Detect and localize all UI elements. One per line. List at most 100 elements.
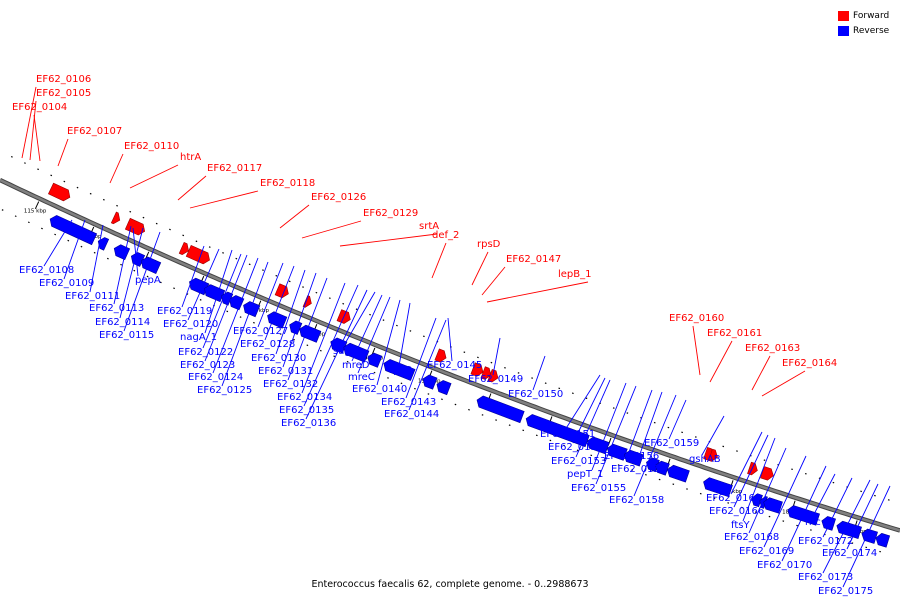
leader-line — [742, 437, 776, 522]
leader-line — [29, 100, 37, 161]
gene-label: EF62_0144 — [384, 409, 439, 420]
gene-label: EF62_0125 — [197, 385, 252, 396]
reverse-gene — [821, 516, 836, 531]
gene-label: EF62_0129 — [363, 208, 418, 219]
leader-line — [221, 261, 269, 387]
gene-label: EF62_0159 — [644, 438, 699, 449]
reverse-gene — [49, 215, 98, 246]
reverse-gene — [267, 311, 288, 329]
leader-line — [357, 296, 391, 374]
leader-line — [572, 377, 606, 444]
gene-label: EF62_0172 — [798, 536, 853, 547]
leader-line — [181, 245, 205, 308]
leader-line — [342, 291, 376, 348]
leader-line — [471, 251, 489, 286]
gene-label: EF62_0126 — [311, 192, 366, 203]
leader-line — [781, 465, 827, 562]
reverse-gene — [140, 256, 162, 274]
leader-line — [431, 242, 447, 279]
reverse-gene — [204, 284, 226, 303]
leader-line — [751, 355, 771, 391]
gene-label: EF62_0104 — [12, 102, 67, 113]
gene-label: rnc — [805, 517, 821, 528]
leader-line — [748, 447, 787, 534]
gene-label: EF62_0140 — [352, 384, 407, 395]
leader-line — [43, 219, 73, 267]
forward-gene — [48, 182, 71, 202]
gene-label: EF62_0117 — [207, 163, 262, 174]
tick-label: 115 kbp — [24, 208, 47, 214]
gene-label: rpsO — [389, 365, 413, 376]
gene-label: EF62_0109 — [39, 278, 94, 289]
gene-label: mreC — [348, 372, 375, 383]
gene-label: nagA_1 — [180, 332, 217, 343]
leader-line — [339, 233, 438, 247]
gene-label: EF62_0110 — [124, 141, 179, 152]
gene-label: EF62_0119 — [157, 306, 212, 317]
gene-label: EF62_0155 — [571, 483, 626, 494]
gene-label: EF62_0118 — [260, 178, 315, 189]
reverse-gene — [130, 252, 146, 267]
gene-label: EF62_0127 — [233, 326, 288, 337]
leader-line — [668, 399, 687, 440]
genome-caption: Enterococcus faecalis 62, complete genom… — [311, 579, 589, 590]
leader-line — [204, 254, 248, 362]
leader-line — [376, 299, 401, 386]
leader-line — [575, 379, 611, 458]
backbone-line — [0, 178, 900, 532]
leader-line — [822, 477, 853, 538]
forward-gene — [185, 245, 210, 265]
forward-gene — [708, 448, 718, 462]
leader-line — [628, 389, 653, 453]
leader-line — [264, 265, 295, 341]
leader-line — [187, 248, 220, 321]
leader-line — [189, 190, 259, 209]
gene-label: EF62_0164 — [782, 358, 837, 369]
leader-line — [123, 231, 161, 332]
gene-label: mreD — [342, 360, 370, 371]
leader-line — [119, 227, 144, 319]
forward-gene — [487, 369, 499, 383]
reverse-gene — [189, 277, 210, 296]
leader-line — [842, 485, 891, 588]
forward-gene — [760, 466, 774, 481]
reverse-gene — [229, 295, 245, 311]
gene-label: EF62_0143 — [381, 397, 436, 408]
leader-line — [212, 257, 259, 374]
gene-label: EF62_0108 — [19, 265, 74, 276]
gene-label: EF62_0120 — [163, 319, 218, 330]
reverse-gene — [667, 464, 690, 483]
leader-line — [730, 431, 763, 495]
gene-label: EF62_0175 — [818, 586, 873, 597]
gene-label: EF62_0132 — [263, 379, 318, 390]
leader-line — [202, 253, 242, 349]
gene-label: EF62_0158 — [609, 495, 664, 506]
reverse-gene — [703, 477, 733, 498]
leader-line — [486, 281, 589, 303]
gene-label: EF62_0168 — [724, 532, 779, 543]
reverse-gene — [606, 443, 628, 461]
leader-line — [303, 284, 359, 407]
gene-label: EF62_0136 — [281, 418, 336, 429]
gene-label: EF62_0163 — [745, 343, 800, 354]
gene-label: EF62_0174 — [822, 548, 877, 559]
gene-label: def_2 — [432, 230, 459, 241]
gene-label: EF62_0147 — [506, 254, 561, 265]
reverse-gene — [383, 359, 416, 381]
tick-label: 135 kbp — [247, 308, 270, 314]
gene-label: EF62_0161 — [707, 328, 762, 339]
reverse-gene — [655, 460, 670, 476]
leader-line — [129, 164, 179, 189]
reverse-gene — [289, 320, 303, 335]
tick-mark — [34, 201, 40, 210]
gene-label: EF62_0105 — [36, 88, 91, 99]
leader-line — [733, 434, 769, 508]
reverse-gene — [861, 528, 878, 544]
leader-line — [257, 262, 284, 328]
gene-label: lepB_1 — [558, 269, 592, 280]
leader-line — [811, 473, 836, 519]
leader-line — [633, 394, 677, 497]
gene-label: srtA — [419, 221, 439, 232]
gene-label: EF62_0131 — [258, 366, 313, 377]
